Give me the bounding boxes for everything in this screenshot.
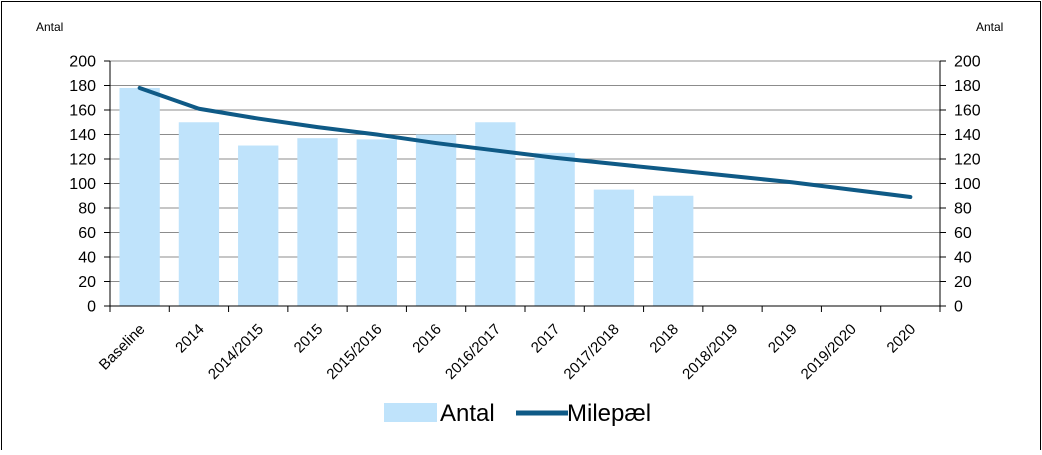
x-category-label: 2015/2016: [323, 321, 385, 383]
bar: [178, 122, 220, 306]
x-category-label: 2019: [765, 321, 801, 357]
bar: [238, 145, 279, 306]
x-category-label: 2019/2020: [798, 321, 860, 383]
bar: [119, 87, 160, 306]
y-tick-label-left: 80: [78, 201, 96, 218]
x-category-label: 2014: [172, 321, 208, 357]
x-category-label: Baseline: [96, 321, 149, 374]
x-category-label: 2018/2019: [679, 321, 741, 383]
milestone-line: [137, 85, 913, 199]
bar-series: [119, 87, 694, 306]
y-tick-label-right: 0: [954, 299, 963, 316]
legend-bar-swatch: [384, 403, 437, 422]
y-tick-label-right: 20: [954, 274, 972, 291]
y-tick-label-left: 180: [69, 78, 96, 95]
legend-label-milepael: Milepæl: [567, 400, 651, 427]
y-tick-label-left: 140: [69, 127, 96, 144]
y-tick-label-left: 100: [69, 176, 96, 193]
right-axis-unit: Antal: [976, 20, 1003, 34]
x-category-label: 2017/2018: [561, 321, 623, 383]
bar: [415, 134, 457, 306]
axes: [104, 60, 946, 312]
bar: [297, 138, 338, 306]
x-category-label: 2018: [646, 321, 682, 357]
y-tick-label-right: 200: [954, 54, 981, 71]
y-tick-label-left: 20: [78, 274, 96, 291]
x-category-label: 2017: [528, 321, 564, 357]
left-axis-unit: Antal: [36, 20, 63, 34]
x-category-label: 2016: [409, 321, 445, 357]
y-tick-label-left: 200: [69, 54, 96, 71]
y-tick-label-right: 80: [954, 201, 972, 218]
bar: [653, 195, 694, 306]
y-tick-label-right: 60: [954, 225, 972, 242]
y-tick-label-left: 60: [78, 225, 96, 242]
x-category-label: 2016/2017: [442, 321, 504, 383]
y-tick-label-right: 160: [954, 103, 981, 120]
y-tick-label-right: 100: [954, 176, 981, 193]
x-category-label: 2015: [291, 321, 327, 357]
y-tick-label-right: 180: [954, 78, 981, 95]
y-tick-label-left: 120: [69, 152, 96, 169]
bar: [593, 189, 635, 306]
legend: Antal Milepæl: [384, 400, 651, 427]
y-tick-label-right: 140: [954, 127, 981, 144]
y-tick-label-right: 120: [954, 152, 981, 169]
line-series: [137, 85, 913, 199]
x-category-label: 2014/2015: [205, 321, 267, 383]
y-tick-label-right: 40: [954, 250, 972, 267]
gridlines: [110, 60, 940, 282]
bar: [356, 139, 397, 306]
y-tick-label-left: 0: [87, 299, 96, 316]
y-tick-label-left: 160: [69, 103, 96, 120]
x-category-label: 2020: [884, 321, 920, 357]
bar: [534, 152, 575, 306]
y-tick-label-left: 40: [78, 250, 96, 267]
legend-label-antal: Antal: [440, 400, 495, 427]
